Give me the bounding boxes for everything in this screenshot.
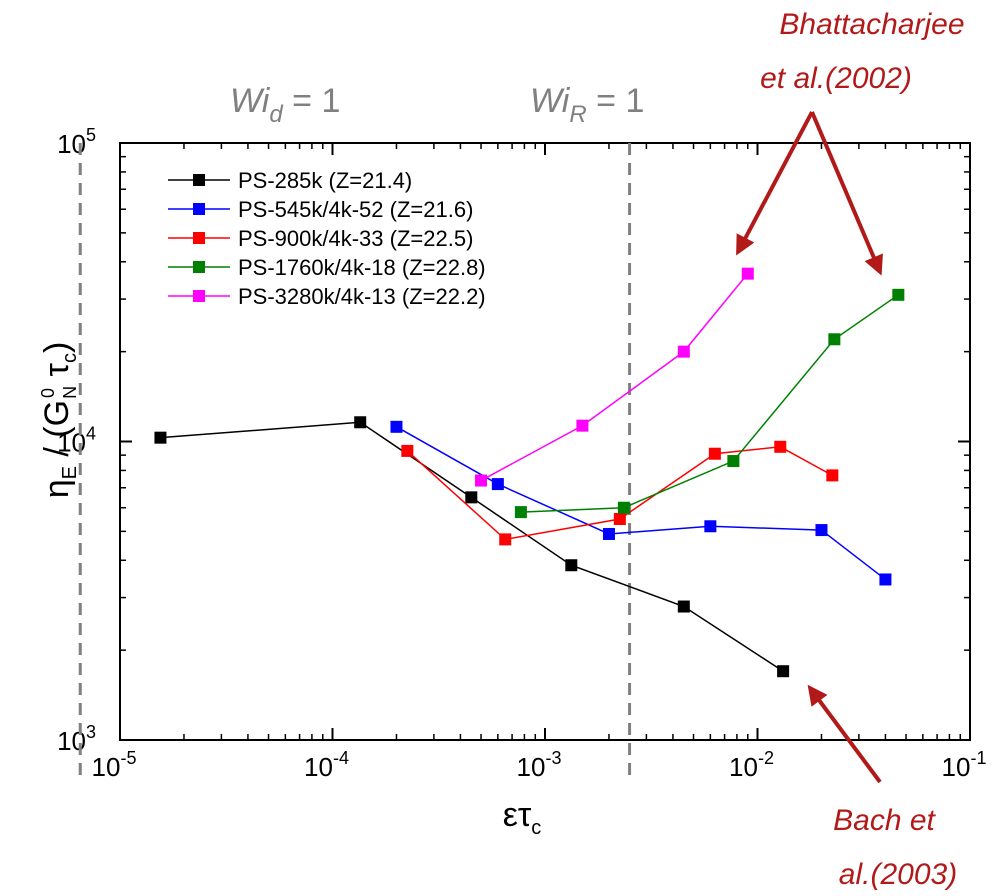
y-tick-label: 103 (57, 722, 96, 756)
x-axis-title-epsilon: ε (503, 796, 518, 834)
data-point (704, 520, 717, 533)
legend-label: PS-285k (Z=21.4) (238, 168, 412, 193)
data-point (677, 600, 690, 613)
data-point (354, 416, 367, 429)
x-tick-label: 10-4 (304, 748, 349, 782)
reference-line-label: WiR = 1 (530, 82, 644, 128)
data-point (154, 431, 167, 444)
legend-marker (193, 174, 205, 186)
x-tick-label: 10-1 (942, 748, 987, 782)
data-point (741, 267, 754, 280)
data-point (514, 506, 527, 519)
data-point (499, 533, 512, 546)
series-line (520, 294, 899, 513)
data-point (727, 455, 740, 468)
reference-lines: Wid = 1 WiR = 1 (78, 82, 644, 775)
data-point (617, 501, 630, 514)
series-1 (390, 420, 892, 586)
x-tick-label: 10-5 (92, 748, 137, 782)
y-axis-title: ηE / (G0 N τc) (38, 342, 81, 499)
x-axis-title: ετc (503, 796, 542, 839)
series-line (480, 273, 749, 482)
legend-marker (193, 261, 205, 273)
annotation-text: et al.(2002) (760, 62, 912, 95)
data-point (677, 345, 690, 358)
annotation-arrow (736, 111, 814, 256)
legend-marker (193, 203, 205, 215)
data-series (154, 267, 905, 678)
x-tick-label: 10-2 (729, 748, 774, 782)
data-point (475, 474, 488, 487)
axis-ticks (119, 142, 971, 741)
x-axis-title-tau: τ (518, 796, 532, 834)
annotation-text: Bhattacharjee (779, 8, 964, 41)
svg-text:ηE / (G0N τc): ηE / (G0 N τc) (38, 342, 81, 499)
data-point (708, 447, 721, 460)
legend-marker (193, 290, 205, 302)
data-point (565, 559, 578, 572)
y-tick-label: 105 (57, 125, 96, 159)
data-point (576, 419, 589, 432)
legend: PS-285k (Z=21.4) PS-545k/4k-52 (Z=21.6) PS… (168, 168, 486, 309)
series-2 (401, 440, 839, 546)
annotations: Bhattacharjee et al.(2002) Bach et al.(2003… (736, 8, 965, 891)
series-line (406, 446, 833, 541)
data-point (828, 333, 841, 346)
annotation-arrow (807, 684, 882, 784)
x-tick-label: 10-3 (517, 748, 562, 782)
data-point (777, 665, 790, 678)
series-line (160, 421, 784, 672)
data-point (602, 527, 615, 540)
data-point (826, 469, 839, 482)
legend-marker (193, 232, 205, 244)
legend-label: PS-1760k/4k-18 (Z=22.8) (238, 255, 486, 280)
series-3 (514, 288, 905, 519)
series-4 (475, 267, 754, 487)
legend-label: PS-3280k/4k-13 (Z=22.2) (238, 284, 486, 309)
legend-label: PS-900k/4k-33 (Z=22.5) (238, 226, 473, 251)
data-point (390, 420, 403, 433)
data-point (879, 573, 892, 586)
legend-label: PS-545k/4k-52 (Z=21.6) (238, 197, 473, 222)
annotation-text: Bach et (833, 804, 936, 837)
data-point (491, 478, 504, 491)
data-point (892, 288, 905, 301)
x-axis-title-sub: c (531, 817, 541, 839)
data-point (465, 491, 478, 504)
annotation-text: al.(2003) (839, 858, 957, 891)
reference-line-label: Wid = 1 (230, 82, 340, 128)
data-point (774, 440, 787, 453)
series-0 (154, 416, 790, 678)
data-point (401, 444, 414, 457)
data-point (613, 513, 626, 526)
data-point (815, 524, 828, 537)
annotation-arrow (810, 111, 883, 276)
